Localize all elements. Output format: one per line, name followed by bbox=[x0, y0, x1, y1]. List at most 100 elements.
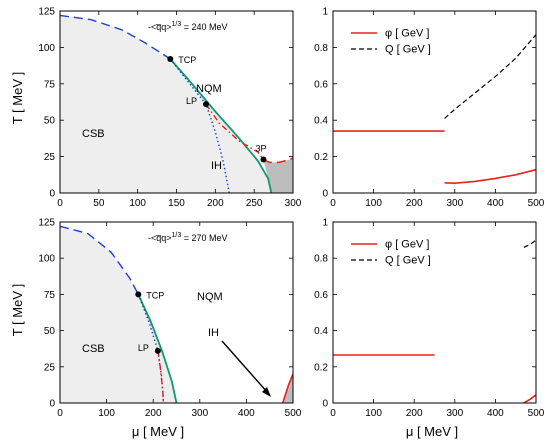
x-tick-label: 300 bbox=[446, 408, 463, 419]
y-tick-label: 100 bbox=[38, 43, 55, 54]
y-tick-label: 1 bbox=[322, 218, 328, 229]
y-tick-label: 25 bbox=[44, 152, 56, 163]
series-line-green-solid bbox=[169, 58, 273, 193]
y-tick-label: 0.2 bbox=[314, 152, 328, 163]
plot-area bbox=[333, 34, 536, 185]
series-line-red-solid bbox=[281, 373, 293, 403]
x-tick-label: 250 bbox=[246, 198, 263, 209]
y-tick-label: 25 bbox=[44, 362, 56, 373]
plot-frame bbox=[59, 221, 294, 404]
legend-label-phi: φ [ GeV ] bbox=[385, 239, 429, 251]
condensate-annotation: -<q̅q>1/3 = 240 MeV bbox=[148, 21, 228, 32]
x-tick-label: 100 bbox=[365, 198, 382, 209]
y-tick-label: 0.8 bbox=[314, 254, 328, 265]
ih-arrow-head bbox=[262, 387, 271, 397]
y-tick-label: 0 bbox=[322, 399, 328, 410]
plot-frame bbox=[332, 221, 537, 404]
y-tick-label: 0.6 bbox=[314, 79, 328, 90]
region-label-ih: IH bbox=[211, 160, 222, 172]
region-label-csb: CSB bbox=[82, 343, 105, 355]
x-tick-label: 100 bbox=[129, 198, 146, 209]
plot-area bbox=[333, 239, 536, 403]
point-lp bbox=[154, 347, 161, 354]
series-line-red-solid bbox=[444, 168, 536, 185]
region-label-csb: CSB bbox=[82, 128, 105, 140]
y-tick-label: 0.6 bbox=[314, 290, 328, 301]
y-tick-label: 125 bbox=[38, 218, 55, 229]
x-tick-label: 500 bbox=[285, 408, 302, 419]
y-tick-label: 0 bbox=[49, 399, 55, 410]
csb-region bbox=[60, 226, 177, 403]
y-tick-label: 125 bbox=[38, 7, 55, 18]
y-tick-label: 75 bbox=[44, 79, 56, 90]
panel-bottom-right: 0 100 200 300 400 500 0 0.2 0.4 0.6 0.8 1 φ [ GeV ] Q… bbox=[314, 218, 545, 420]
x-tick-label: 300 bbox=[285, 198, 302, 209]
x-tick-label: 100 bbox=[365, 408, 382, 419]
x-tick-label: 100 bbox=[98, 408, 115, 419]
series-line-blue-dotted bbox=[169, 58, 230, 193]
series-line-blue-dashed bbox=[60, 14, 171, 60]
x-tick-label: 200 bbox=[406, 408, 423, 419]
region-label-nqm: NQM bbox=[197, 291, 223, 303]
panel-top-left: 0 50 100 150 200 250 300 0 25 50 75 100 125 -<q̅q>1/3… bbox=[38, 7, 301, 210]
x-axis-label-bottom-right: μ [ MeV ] bbox=[406, 424, 458, 439]
y-tick-label: 0.4 bbox=[314, 116, 328, 127]
x-tick-label: 0 bbox=[57, 408, 63, 419]
y-axis-label-bottom: T [ MeV ] bbox=[10, 284, 25, 337]
x-tick-label: 0 bbox=[57, 198, 63, 209]
y-tick-label: 50 bbox=[44, 116, 56, 127]
y-tick-label: 100 bbox=[38, 254, 55, 265]
y-tick-label: 0.2 bbox=[314, 362, 328, 373]
legend-label-q: Q [ GeV ] bbox=[385, 255, 431, 267]
point-label: 3P bbox=[255, 144, 266, 154]
x-tick-label: 50 bbox=[93, 198, 105, 209]
series-line-black-dashed bbox=[444, 34, 536, 119]
x-tick-label: 200 bbox=[406, 198, 423, 209]
x-tick-label: 500 bbox=[528, 408, 545, 419]
x-tick-label: 0 bbox=[330, 408, 336, 419]
x-tick-label: 400 bbox=[238, 408, 255, 419]
plot-frame bbox=[332, 10, 537, 194]
x-tick-label: 400 bbox=[487, 408, 504, 419]
y-tick-label: 50 bbox=[44, 326, 56, 337]
x-tick-label: 200 bbox=[145, 408, 162, 419]
x-tick-label: 500 bbox=[528, 198, 545, 209]
legend-label-phi: φ [ GeV ] bbox=[385, 28, 429, 40]
region-label-nqm: NQM bbox=[196, 83, 222, 95]
series-line-blue-dotted bbox=[137, 294, 165, 403]
point-lp bbox=[203, 101, 210, 108]
series-line-red-dashdot bbox=[205, 103, 265, 160]
y-tick-label: 1 bbox=[322, 7, 328, 18]
y-tick-label: 0 bbox=[322, 189, 328, 200]
x-tick-label: 400 bbox=[487, 198, 504, 209]
series-line-green-solid bbox=[137, 294, 178, 403]
y-tick-label: 0.4 bbox=[314, 326, 328, 337]
x-tick-label: 300 bbox=[191, 408, 208, 419]
region-label-ih: IH bbox=[208, 327, 219, 339]
series-line-red-dashed bbox=[263, 157, 293, 164]
x-tick-label: 200 bbox=[207, 198, 224, 209]
x-tick-label: 150 bbox=[168, 198, 185, 209]
point-label: LP bbox=[138, 343, 149, 353]
condensate-annotation: -<q̅q>1/3 = 270 MeV bbox=[148, 232, 228, 243]
point-3p bbox=[260, 156, 267, 163]
x-axis-label-bottom-left: μ [ MeV ] bbox=[132, 424, 184, 439]
series-line-black-dashed bbox=[523, 239, 536, 248]
series-line-red-dashdot bbox=[157, 350, 165, 403]
csb-region bbox=[60, 15, 272, 193]
plot-area bbox=[60, 225, 293, 403]
panel-bottom-left: 0 100 200 300 400 500 0 25 50 75 100 125 -<q̅q>1/3 =… bbox=[38, 218, 301, 420]
point-label: TCP bbox=[146, 290, 164, 300]
point-tcp bbox=[135, 291, 142, 298]
ih-region bbox=[263, 158, 293, 193]
point-label: LP bbox=[186, 96, 197, 106]
panel-top-right: 0 100 200 300 400 500 0 0.2 0.4 0.6 0.8 1 φ [ GeV ] Q… bbox=[314, 7, 545, 210]
y-tick-label: 0.8 bbox=[314, 43, 328, 54]
y-tick-label: 0 bbox=[49, 189, 55, 200]
series-line-red-solid bbox=[523, 394, 536, 403]
legend-label-q: Q [ GeV ] bbox=[385, 44, 431, 56]
x-tick-label: 300 bbox=[446, 198, 463, 209]
point-tcp bbox=[167, 56, 174, 63]
y-tick-label: 75 bbox=[44, 290, 56, 301]
